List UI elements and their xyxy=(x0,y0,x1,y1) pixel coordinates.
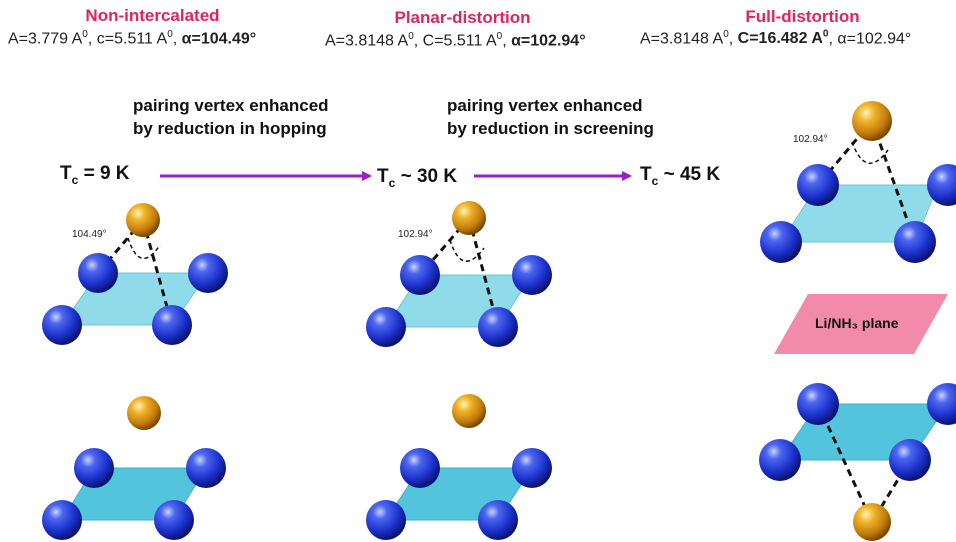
angle-arc xyxy=(851,141,889,164)
fe-atom xyxy=(478,307,518,347)
se-atom xyxy=(452,394,486,428)
title-full-distortion: Full-distortion xyxy=(745,7,860,26)
fe-atom xyxy=(152,305,192,345)
fe-atom xyxy=(927,164,956,206)
tc-30k: Tc ~ 30 K xyxy=(377,166,458,190)
bond-dashed xyxy=(816,403,874,523)
fe-atom xyxy=(512,448,552,488)
structure-planar-top xyxy=(366,201,552,347)
angle-label-102-planar: 102.94° xyxy=(398,229,433,240)
fe-atom xyxy=(797,383,839,425)
fe-atom xyxy=(366,307,406,347)
structure-planar-bottom xyxy=(366,394,552,540)
se-atom xyxy=(452,201,486,235)
angle-label-102-full: 102.94° xyxy=(793,134,828,145)
fe-atom xyxy=(188,253,228,293)
structure-non-intercalated-top xyxy=(42,203,228,345)
li-nh3-plane xyxy=(774,294,948,354)
fe-atom xyxy=(760,221,802,263)
se-atom xyxy=(852,101,892,141)
fe-atom xyxy=(42,305,82,345)
fe-atom xyxy=(889,439,931,481)
note-hopping: pairing vertex enhanced by reduction in … xyxy=(133,96,329,138)
fe-atom xyxy=(797,164,839,206)
params-planar-distortion: A=3.8148 A0, C=5.511 A0, α=102.94° xyxy=(325,31,586,50)
se-atom xyxy=(127,396,161,430)
fe-atom xyxy=(400,255,440,295)
li-nh3-plane-label: Li/NH₃ plane xyxy=(815,315,899,331)
fe-atom xyxy=(759,439,801,481)
bond-dashed xyxy=(870,120,917,243)
tc-9k: Tc = 9 K xyxy=(60,163,130,187)
title-planar-distortion: Planar-distortion xyxy=(394,8,531,27)
angle-arc xyxy=(449,239,485,262)
fe-atom xyxy=(366,500,406,540)
title-non-intercalated: Non-intercalated xyxy=(85,6,220,25)
tc-45k: Tc ~ 45 K xyxy=(640,164,721,188)
fe-atom xyxy=(400,448,440,488)
se-atom xyxy=(126,203,160,237)
se-atom xyxy=(853,503,891,541)
angle-label-104: 104.49° xyxy=(72,229,107,240)
fe-atom xyxy=(74,448,114,488)
structure-full-bottom xyxy=(759,383,956,541)
note-screening: pairing vertex enhanced by reduction in … xyxy=(447,96,654,138)
fe-atom xyxy=(927,383,956,425)
fe-atom xyxy=(186,448,226,488)
fe-atom xyxy=(154,500,194,540)
fe-atom xyxy=(512,255,552,295)
bond-dashed xyxy=(467,217,500,328)
fe-atom xyxy=(894,221,936,263)
params-full-distortion: A=3.8148 A0, C=16.482 A0, α=102.94° xyxy=(640,29,912,48)
fe-atom xyxy=(478,500,518,540)
fe-atom xyxy=(42,500,82,540)
fe-atom xyxy=(78,253,118,293)
angle-arc xyxy=(127,237,161,259)
structure-full-top xyxy=(760,101,956,263)
params-non-intercalated: A=3.779 A0, c=5.511 A0, α=104.49° xyxy=(8,29,257,48)
structure-non-intercalated-bottom xyxy=(42,396,226,540)
